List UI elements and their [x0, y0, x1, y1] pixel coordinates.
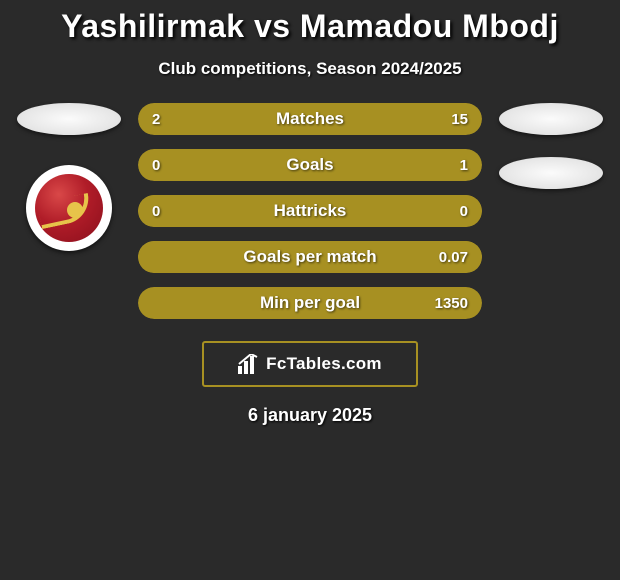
- left-avatar-placeholder: [17, 103, 121, 135]
- stat-right-value: 15: [451, 111, 468, 128]
- stat-label: Goals per match: [243, 247, 376, 267]
- stat-label: Matches: [276, 109, 344, 129]
- left-player-column: [14, 103, 124, 251]
- comparison-body: 2 Matches 15 0 Goals 1 0 Hattricks 0 Goals per ma…: [0, 103, 620, 319]
- comparison-card: Yashilirmak vs Mamadou Mbodj Club compet…: [0, 0, 620, 426]
- subtitle: Club competitions, Season 2024/2025: [158, 59, 461, 79]
- stat-label: Goals: [286, 155, 333, 175]
- stat-right-value: 0.07: [439, 249, 468, 266]
- right-avatar-placeholder: [499, 103, 603, 135]
- right-secondary-placeholder: [499, 157, 603, 189]
- stat-bar: 0 Hattricks 0: [138, 195, 482, 227]
- page-title: Yashilirmak vs Mamadou Mbodj: [61, 8, 559, 45]
- branding-text: FcTables.com: [266, 354, 382, 374]
- club-crest-icon: [35, 174, 103, 242]
- stat-label: Min per goal: [260, 293, 360, 313]
- stat-right-value: 0: [460, 203, 468, 220]
- stat-bar: Goals per match 0.07: [138, 241, 482, 273]
- right-player-column: [496, 103, 606, 189]
- stat-left-value: 0: [152, 203, 160, 220]
- stat-bar: Min per goal 1350: [138, 287, 482, 319]
- branding-box[interactable]: FcTables.com: [202, 341, 418, 387]
- stat-bar: 0 Goals 1: [138, 149, 482, 181]
- stat-left-value: 0: [152, 157, 160, 174]
- left-club-badge: [26, 165, 112, 251]
- stat-bars: 2 Matches 15 0 Goals 1 0 Hattricks 0 Goals per ma…: [138, 103, 482, 319]
- stat-label: Hattricks: [274, 201, 347, 221]
- stat-left-value: 2: [152, 111, 160, 128]
- date-label: 6 january 2025: [248, 405, 372, 426]
- stat-bar: 2 Matches 15: [138, 103, 482, 135]
- bar-chart-icon: [238, 354, 260, 374]
- stat-right-value: 1350: [435, 295, 468, 312]
- stat-right-value: 1: [460, 157, 468, 174]
